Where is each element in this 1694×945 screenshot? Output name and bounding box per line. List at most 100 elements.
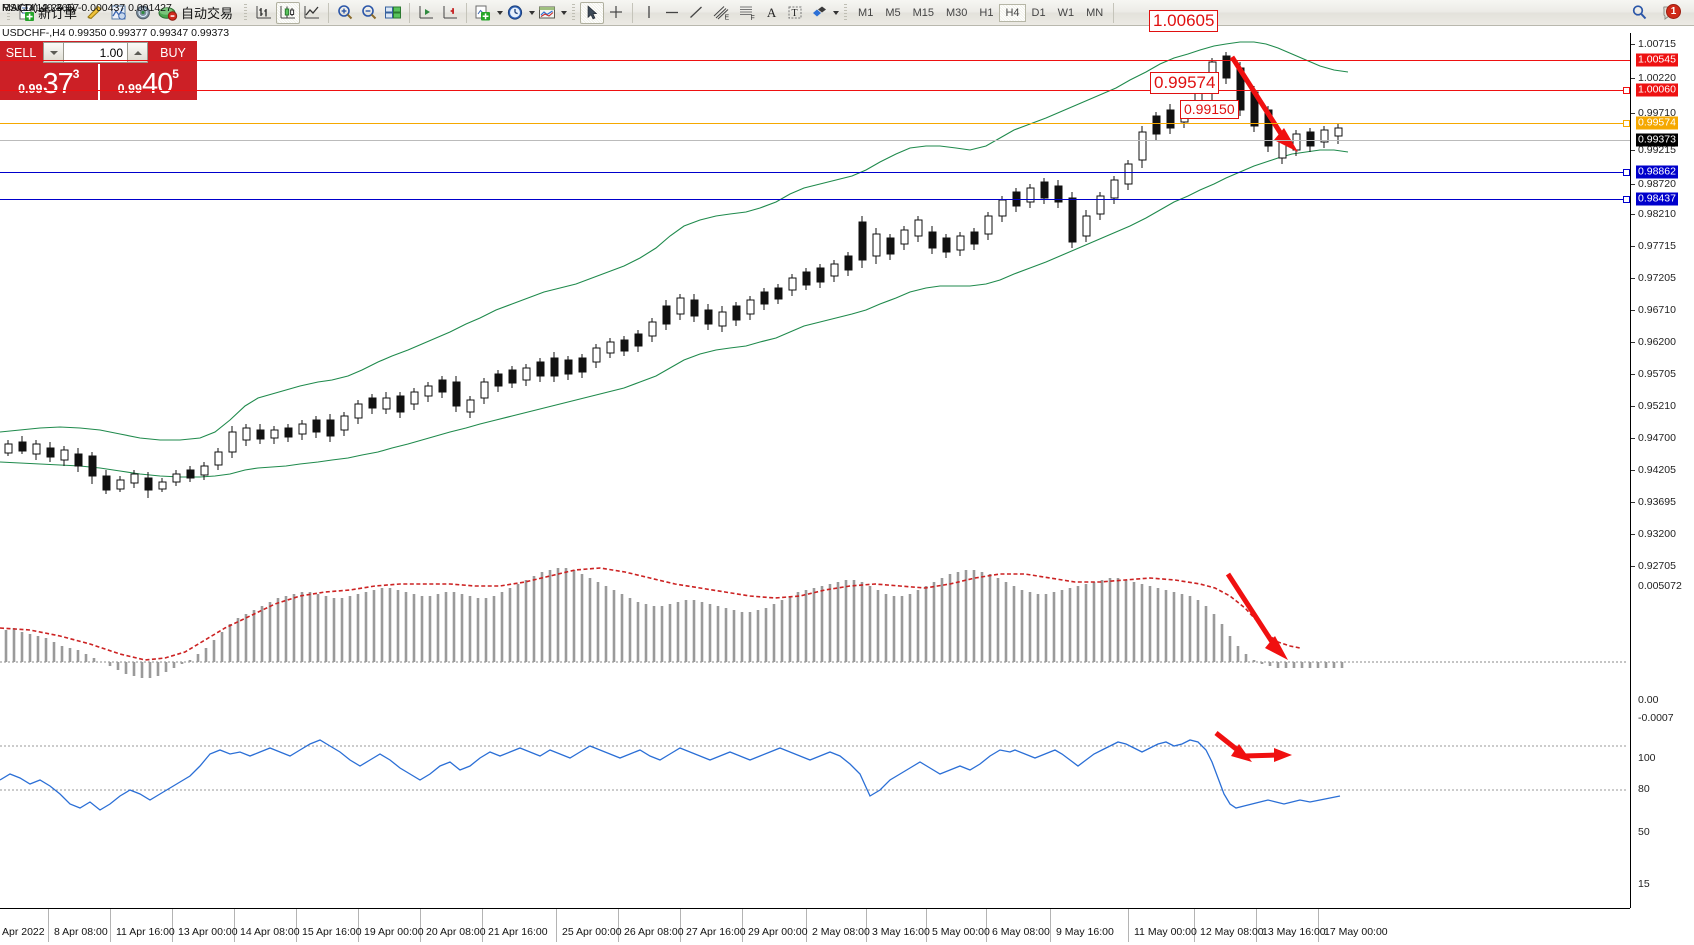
sell-price-display[interactable]: 0.99 37 3 [0, 64, 98, 100]
toolbar-grip-4[interactable] [842, 2, 850, 23]
timeframe-w1[interactable]: W1 [1057, 6, 1075, 19]
time-tick [110, 909, 111, 942]
toolbar-grip-1[interactable] [5, 2, 12, 23]
text-tool-button[interactable]: A [766, 4, 777, 20]
auto-trading-button[interactable]: 自动交易 [155, 2, 239, 24]
price-tick [1631, 310, 1635, 311]
rsi-label-80: 80 [1638, 783, 1650, 795]
period-button[interactable] [503, 2, 527, 24]
timeframe-d1[interactable]: D1 [1031, 6, 1046, 19]
search-button[interactable] [1628, 2, 1651, 24]
level-handle-0-98437[interactable] [1623, 196, 1630, 203]
zoom-out-button[interactable] [357, 2, 381, 24]
time-label: 15 Apr 16:00 [302, 926, 362, 938]
rsi-label: RSI(14) 40.3657 [2, 2, 80, 14]
timeframe-m1[interactable]: M1 [858, 6, 874, 19]
line-chart-button[interactable] [300, 2, 324, 24]
equidistant-channel-tool-button[interactable]: E [708, 2, 734, 24]
volume-increment-button[interactable] [127, 42, 148, 63]
time-axis[interactable]: Apr 2022 8 Apr 08:00 11 Apr 16:00 13 Apr… [0, 908, 1630, 945]
more-objects-button[interactable] [807, 2, 831, 24]
chart-shift-button[interactable] [414, 2, 438, 24]
bar-chart-button[interactable] [252, 2, 276, 24]
period-dropdown-caret[interactable] [529, 10, 536, 15]
metaeditor-button[interactable] [107, 2, 131, 24]
price-tick [1631, 342, 1635, 343]
cursor-tool-button[interactable] [580, 1, 605, 24]
annotation-1-00605[interactable]: 1.00605 [1149, 10, 1219, 32]
price-label-1-00715: 1.00715 [1638, 38, 1676, 50]
price-tick [1631, 438, 1635, 439]
buy-button[interactable]: BUY [149, 41, 197, 64]
sell-button[interactable]: SELL [0, 41, 42, 64]
volume-decrement-button[interactable] [43, 42, 64, 63]
trendline-tool-button[interactable] [684, 2, 708, 24]
level-handle-0-99574[interactable] [1623, 120, 1630, 127]
one-click-trading-panel[interactable]: SELL 1.00 BUY 0.99 37 3 0.99 40 5 [0, 41, 197, 100]
main-toolbar: 新订单 [0, 0, 1694, 26]
chart-shift-icon [419, 6, 434, 19]
crosshair-tool-button[interactable] [604, 2, 628, 24]
signals-button[interactable] [131, 2, 155, 24]
level-line-0-98437[interactable] [0, 199, 1630, 200]
tile-windows-icon [385, 6, 402, 19]
timeframe-h1[interactable]: H1 [979, 6, 994, 19]
price-tick [1631, 406, 1635, 407]
time-tick [742, 909, 743, 942]
price-chart-pane[interactable]: 1.00605 0.99574 0.99150 [0, 0, 1630, 540]
level-line-1-00060[interactable] [0, 90, 1630, 91]
new-order-button[interactable]: 新订单 [15, 2, 83, 24]
rsi-pane[interactable]: RSI(14) 40.3657 [0, 2, 1630, 866]
time-tick [358, 909, 359, 942]
timeframe-h4[interactable]: H4 [999, 3, 1026, 22]
candlestick-chart-button[interactable] [276, 1, 301, 24]
new-chart-button[interactable] [471, 2, 495, 24]
timeframe-m15[interactable]: M15 [912, 6, 934, 19]
time-label: 29 Apr 00:00 [748, 926, 808, 938]
sell-price-big: 37 [42, 68, 73, 100]
templates-button[interactable] [535, 2, 559, 24]
volume-input[interactable]: 1.00 [64, 42, 127, 63]
rsi-canvas [0, 708, 1628, 864]
horizontal-line-tool-button[interactable] [660, 2, 684, 24]
pencil-yellow-icon [87, 5, 102, 20]
level-line-0-98862[interactable] [0, 172, 1630, 173]
vertical-line-tool-button[interactable] [637, 2, 660, 24]
timeframe-m30[interactable]: M30 [946, 6, 968, 19]
auto-scroll-button[interactable] [438, 2, 462, 24]
new-chart-dropdown-caret[interactable] [497, 10, 504, 15]
price-tick [1631, 214, 1635, 215]
sell-price-lead: 0.99 [18, 82, 43, 96]
tile-windows-button[interactable] [381, 2, 405, 24]
fibonacci-tool-button[interactable]: F [734, 2, 760, 24]
expert-advisor-button[interactable] [83, 2, 107, 24]
toolbar-grip-3[interactable] [570, 2, 578, 23]
macd-pane[interactable]: MACD(12,26,9) -0.000437 0.001427 [0, 2, 1630, 708]
new-order-label: 新订单 [38, 6, 78, 21]
level-handle-1-00060[interactable] [1623, 87, 1630, 94]
level-handle-0-98862[interactable] [1623, 169, 1630, 176]
volume-control[interactable]: 1.00 [42, 41, 149, 64]
template-icon [539, 6, 556, 19]
time-tick [296, 909, 297, 942]
notifications-button[interactable]: 1 [1658, 2, 1686, 24]
toolbar-grip-2[interactable] [242, 2, 250, 23]
chevron-down-icon [49, 50, 58, 55]
level-line-0-99574[interactable] [0, 123, 1630, 124]
price-tick [1631, 534, 1635, 535]
text-label-tool-button[interactable]: T [783, 2, 807, 24]
annotation-0-99574[interactable]: 0.99574 [1150, 72, 1220, 94]
time-label: 13 Apr 00:00 [178, 926, 238, 938]
zoom-in-button[interactable] [333, 2, 357, 24]
buy-price-display[interactable]: 0.99 40 5 [97, 64, 197, 100]
time-label: 9 May 16:00 [1056, 926, 1114, 938]
annotation-0-99150[interactable]: 0.99150 [1180, 100, 1239, 119]
arrow-cursor-icon [587, 5, 598, 20]
buy-price-big: 40 [141, 68, 173, 100]
timeframe-mn[interactable]: MN [1086, 6, 1104, 19]
price-scale[interactable]: 1.00715 1.00545 1.00220 1.00060 0.99710 … [1630, 33, 1694, 908]
level-line-1-00545[interactable] [0, 60, 1630, 61]
templates-dropdown-caret[interactable] [561, 10, 568, 15]
timeframe-m5[interactable]: M5 [885, 6, 901, 19]
objects-dropdown-caret[interactable] [833, 10, 840, 15]
